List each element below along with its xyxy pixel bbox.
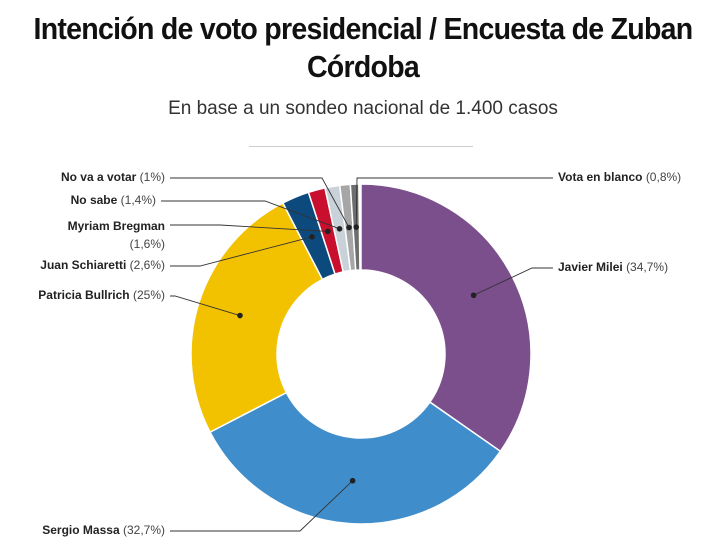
slice-label: Juan Schiaretti (2,6%) bbox=[40, 258, 165, 273]
leader-line bbox=[170, 177, 350, 228]
leader-dot bbox=[353, 224, 360, 230]
leader-line bbox=[170, 295, 241, 316]
slice-label-value: (0,8%) bbox=[645, 170, 682, 184]
slice-label: Patricia Bullrich (25%) bbox=[38, 288, 165, 303]
leader-line bbox=[170, 480, 353, 532]
leader-dot bbox=[346, 224, 352, 231]
divider bbox=[249, 146, 473, 147]
slice-label-name: Myriam Bregman bbox=[67, 219, 165, 233]
slice-label: Vota en blanco (0,8%) bbox=[558, 170, 681, 185]
leader-line bbox=[170, 236, 313, 267]
slice-label-value: (25%) bbox=[132, 288, 165, 302]
slice-label: Myriam Bregman (1,6%) bbox=[68, 217, 165, 253]
slice-label-name: No sabe bbox=[70, 193, 118, 207]
slice-label: Sergio Massa (32,7%) bbox=[42, 523, 165, 538]
slice-label-name: Vota en blanco bbox=[558, 170, 643, 184]
slice-javier-milei bbox=[360, 183, 532, 453]
slice-label-value: (34,7%) bbox=[626, 260, 669, 274]
slice-label: No sabe (1,4%) bbox=[71, 193, 156, 208]
leader-dot bbox=[349, 477, 356, 484]
slice-label-name: Patricia Bullrich bbox=[38, 288, 130, 302]
leader-line bbox=[473, 267, 553, 296]
slice-label-value: (1,6%) bbox=[129, 237, 165, 251]
slice-patricia-bullrich bbox=[190, 202, 324, 434]
slice-label-value: (1%) bbox=[139, 170, 165, 184]
slice-label-value: (1,4%) bbox=[120, 193, 156, 207]
slice-label-name: Javier Milei bbox=[558, 260, 623, 274]
slice-sergio-massa bbox=[209, 391, 502, 525]
slice-label: No va a votar (1%) bbox=[61, 170, 165, 185]
leader-line bbox=[170, 224, 328, 232]
leader-dot bbox=[237, 312, 243, 319]
leader-line bbox=[355, 177, 553, 228]
slice-label-name: No va a votar bbox=[60, 170, 137, 184]
slice-label-name: Juan Schiaretti bbox=[40, 258, 127, 272]
chart-subtitle: En base a un sondeo nacional de 1.400 ca… bbox=[168, 98, 558, 119]
leader-dot bbox=[336, 226, 343, 232]
slice-label-value: (2,6%) bbox=[129, 258, 165, 272]
chart-title: Intención de voto presidencial / Encuest… bbox=[33, 11, 694, 84]
leader-line bbox=[161, 200, 340, 230]
slice-label-value: (32,7%) bbox=[122, 523, 165, 537]
slice-label: Javier Milei (34,7%) bbox=[558, 260, 668, 275]
leader-dot bbox=[325, 228, 331, 235]
leader-dot bbox=[470, 292, 477, 299]
slice-label-name: Sergio Massa bbox=[42, 523, 120, 537]
leader-dot bbox=[309, 234, 315, 240]
